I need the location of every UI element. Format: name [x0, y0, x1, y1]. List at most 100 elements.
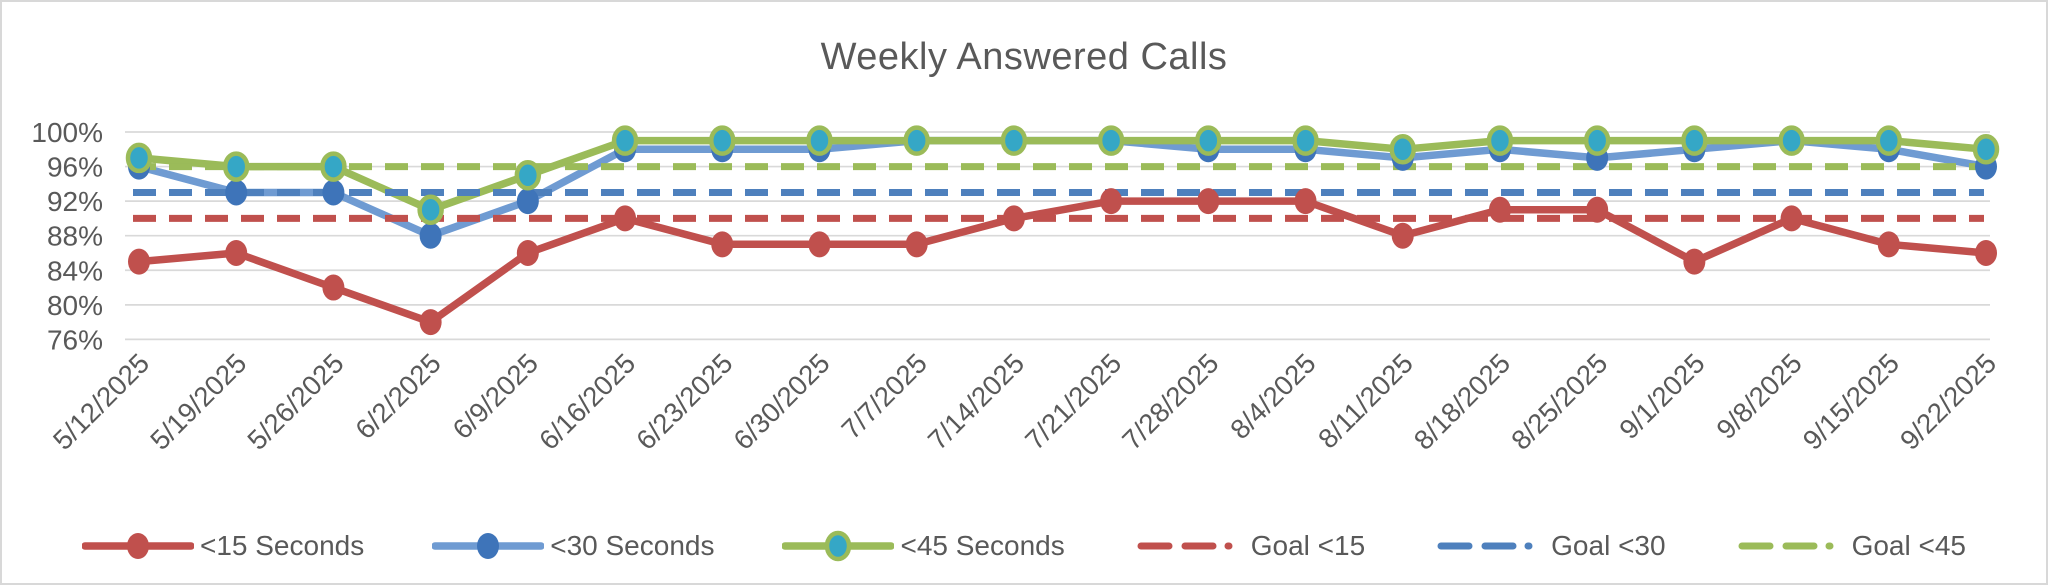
chart-title: Weekly Answered Calls: [820, 36, 1228, 78]
y-tick-label: 100%: [31, 117, 103, 148]
data-point-marker: [1877, 231, 1900, 258]
x-tick-label: 9/22/2025: [1894, 347, 2002, 455]
data-point-marker: [611, 125, 639, 156]
legend-swatch: [782, 530, 895, 562]
legend-item-label: Goal <45: [1851, 530, 1966, 561]
data-point-marker: [1294, 188, 1317, 215]
data-point-marker: [1975, 239, 1997, 266]
data-point-marker: [709, 125, 736, 156]
x-tick-label: 5/26/2025: [241, 347, 349, 455]
legend-item-label: <15 Seconds: [199, 530, 365, 561]
y-tick-label: 84%: [47, 255, 103, 286]
data-point-marker: [128, 248, 150, 275]
data-point-marker: [125, 142, 153, 174]
data-point-marker: [1292, 125, 1319, 156]
data-point-marker: [417, 194, 444, 226]
series-markers: [125, 125, 2000, 336]
data-point-marker: [1972, 134, 2000, 165]
x-tick-label: 7/14/2025: [922, 347, 1030, 455]
data-point-marker: [419, 222, 442, 249]
x-tick-label: 9/8/2025: [1710, 347, 1808, 445]
data-point-marker: [516, 239, 539, 266]
series-line: [135, 136, 1990, 214]
data-point-marker: [905, 231, 928, 258]
data-point-marker: [322, 274, 345, 301]
legend-item-label: <30 Seconds: [550, 530, 715, 561]
legend-item-label: Goal <15: [1250, 530, 1366, 561]
data-point-marker: [1000, 125, 1028, 156]
legend-item-label: <45 Seconds: [900, 530, 1065, 561]
data-point-marker: [1097, 125, 1125, 156]
x-tick-label: 6/30/2025: [727, 347, 835, 455]
x-tick-label: 6/16/2025: [533, 347, 641, 455]
x-tick-label: 8/11/2025: [1312, 347, 1419, 454]
data-point-marker: [1681, 125, 1708, 156]
data-point-marker: [1778, 125, 1805, 156]
data-point-marker: [1583, 125, 1611, 156]
legend-swatch: [1137, 542, 1233, 550]
x-tick-label: 5/12/2025: [47, 347, 155, 455]
x-tick-label: 8/25/2025: [1505, 347, 1613, 455]
series-lines: [135, 136, 1990, 326]
data-point-marker: [419, 309, 442, 336]
series-line: [135, 136, 1990, 240]
data-point-marker: [1486, 125, 1514, 156]
y-tick-label: 80%: [47, 290, 103, 321]
data-point-marker: [1780, 205, 1803, 232]
data-point-marker: [322, 179, 345, 206]
y-axis-labels: 100% 96%92% 88%84% 80%76%: [31, 117, 103, 355]
y-tick-label: 96%: [47, 152, 103, 183]
x-tick-label: 9/1/2025: [1613, 347, 1711, 445]
x-tick-label: 6/23/2025: [630, 347, 738, 455]
data-point-marker: [1195, 125, 1222, 156]
legend-item: Goal <30: [1433, 529, 1666, 563]
x-tick-label: 8/18/2025: [1408, 347, 1516, 455]
x-tick-label: 6/9/2025: [446, 347, 544, 445]
data-point-marker: [1389, 134, 1416, 165]
legend-item: Goal <45: [1734, 529, 1966, 563]
legend-swatch: [81, 533, 194, 559]
data-point-marker: [1100, 188, 1123, 215]
data-point-marker: [1586, 196, 1609, 223]
legend: <15 Seconds <30 Seconds <45 Seconds Goal <1…: [2, 529, 2046, 563]
y-tick-label: 76%: [47, 324, 103, 355]
data-point-marker: [320, 151, 347, 182]
x-tick-label: 7/7/2025: [835, 347, 933, 445]
x-tick-label: 9/15/2025: [1797, 347, 1905, 455]
legend-item: <30 Seconds: [432, 529, 714, 563]
series-line: [135, 197, 1990, 326]
data-point-marker: [514, 159, 542, 191]
y-tick-label: 88%: [47, 221, 103, 252]
x-tick-label: 5/19/2025: [144, 347, 252, 455]
x-tick-label: 7/21/2025: [1019, 347, 1127, 455]
data-point-marker: [808, 231, 831, 258]
x-tick-label: 8/4/2025: [1224, 347, 1322, 445]
data-point-marker: [806, 125, 833, 156]
data-point-marker: [711, 231, 734, 258]
legend-swatch: [432, 533, 545, 559]
legend-item: <15 Seconds: [81, 529, 365, 563]
data-point-marker: [1002, 205, 1025, 232]
data-point-marker: [1488, 196, 1511, 223]
data-point-marker: [1875, 125, 1903, 156]
data-point-marker: [516, 188, 539, 215]
y-tick-label: 92%: [47, 186, 103, 217]
data-point-marker: [222, 151, 250, 182]
data-point-marker: [903, 125, 930, 156]
legend-swatch: [1738, 542, 1834, 550]
x-tick-label: 7/28/2025: [1116, 347, 1224, 455]
x-tick-label: 6/2/2025: [349, 347, 447, 445]
data-point-marker: [225, 239, 248, 266]
data-point-marker: [225, 179, 248, 206]
legend-item-label: Goal <30: [1551, 530, 1666, 561]
legend-item: Goal <15: [1133, 529, 1365, 563]
legend-item: <45 Seconds: [782, 529, 1065, 563]
data-point-marker: [1197, 188, 1220, 215]
legend-swatch: [1437, 542, 1533, 550]
data-point-marker: [1391, 222, 1414, 249]
data-point-marker: [1683, 248, 1706, 275]
data-point-marker: [614, 205, 637, 232]
